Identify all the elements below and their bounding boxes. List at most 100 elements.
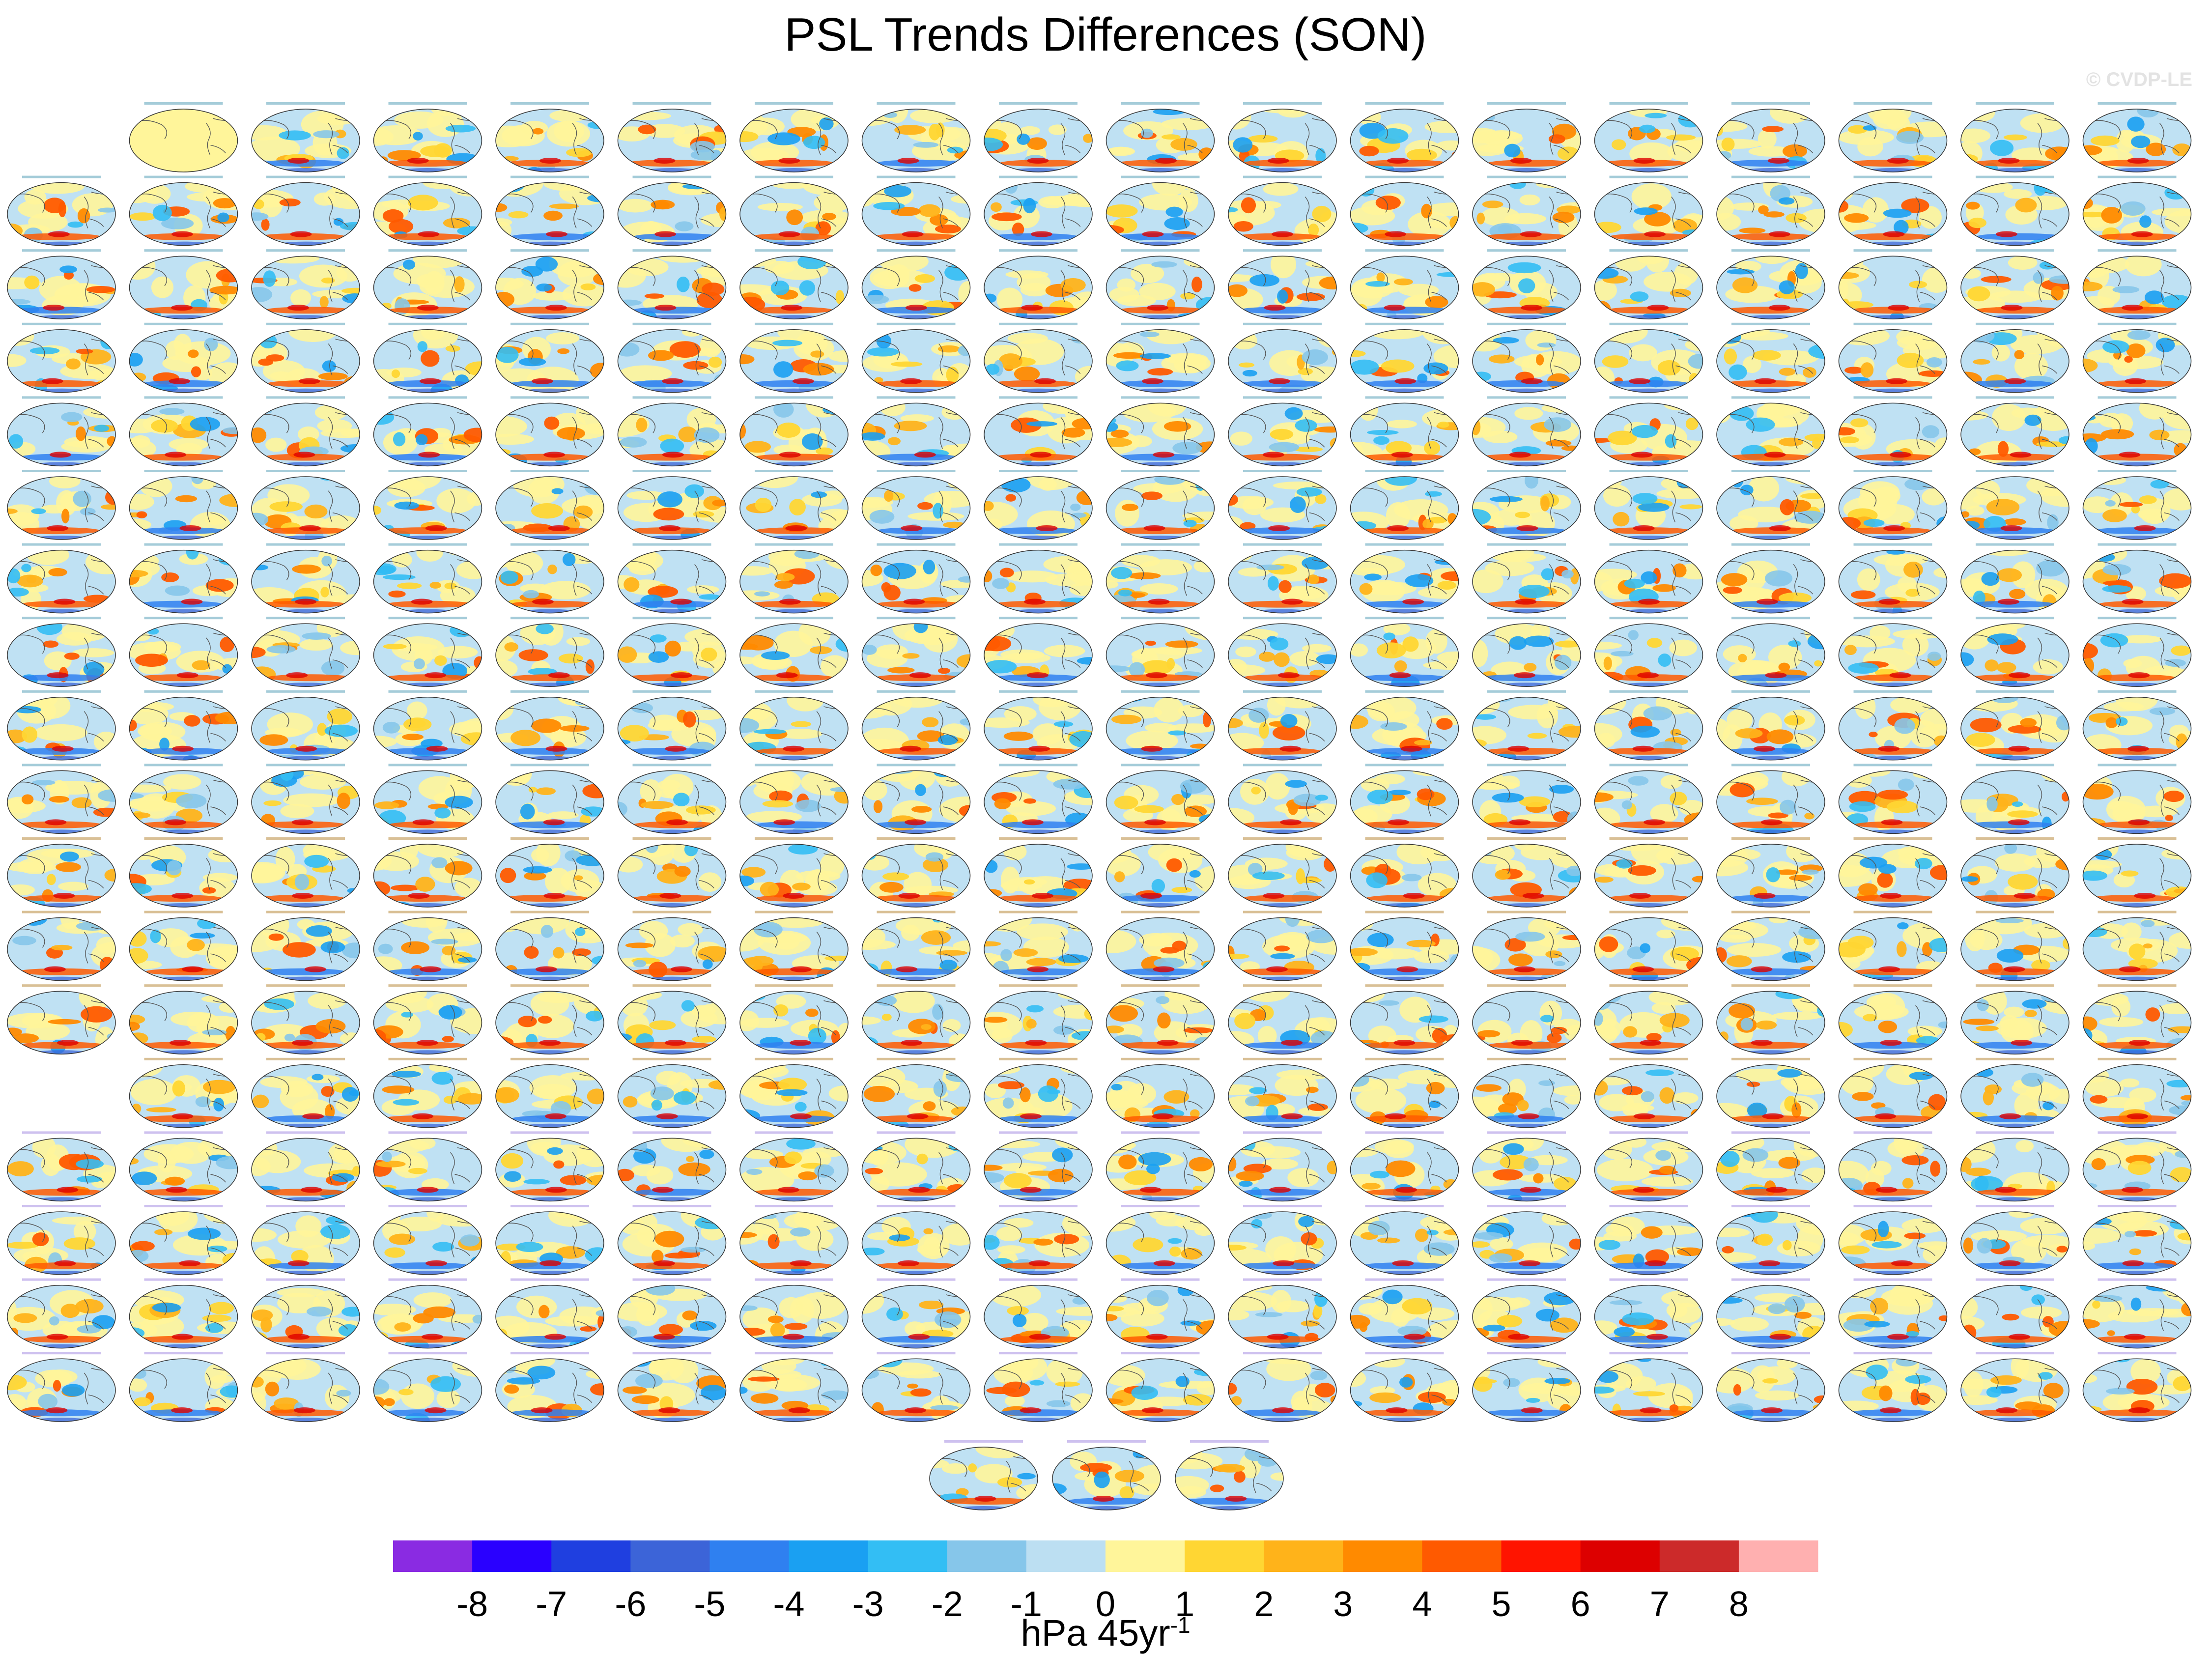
map-panel xyxy=(1838,1278,1948,1349)
map-panel xyxy=(1106,396,1215,467)
map-panel xyxy=(1472,396,1581,467)
colorbar-tick-label: -6 xyxy=(615,1585,646,1624)
map-panel xyxy=(1472,1057,1581,1128)
colorbar-tick-label: -7 xyxy=(536,1585,567,1624)
map-panel xyxy=(1472,1352,1581,1422)
colorbar-units-base: hPa 45yr xyxy=(1020,1612,1170,1654)
colorbar-box xyxy=(1422,1540,1502,1572)
map-panel xyxy=(251,617,360,687)
map-panel xyxy=(1350,543,1459,614)
map-panel xyxy=(1106,543,1215,614)
map-panel xyxy=(984,1352,1093,1422)
map-panel xyxy=(984,470,1093,540)
map-panel xyxy=(861,322,971,393)
map-panel xyxy=(617,470,727,540)
colorbar-tick-label: 2 xyxy=(1254,1585,1274,1624)
colorbar-tick-label: 5 xyxy=(1492,1585,1511,1624)
map-panel xyxy=(1594,396,1703,467)
map-panel xyxy=(739,984,849,1054)
colorbar-tick-label: 3 xyxy=(1333,1585,1353,1624)
map-panel xyxy=(2082,984,2192,1054)
colorbar-box xyxy=(1264,1540,1343,1572)
colorbar-box xyxy=(1343,1540,1422,1572)
map-panel xyxy=(1350,617,1459,687)
map-panel xyxy=(1228,322,1337,393)
map-panel xyxy=(1594,1205,1703,1275)
map-panel xyxy=(1106,249,1215,319)
page-title: PSL Trends Differences (SON) xyxy=(784,8,1427,61)
map-panel xyxy=(373,1205,482,1275)
map-panel xyxy=(617,543,727,614)
map-panel xyxy=(129,543,238,614)
map-panel xyxy=(617,249,727,319)
colorbar-tick-label: 4 xyxy=(1412,1585,1432,1624)
colorbar-units: hPa 45yr-1 xyxy=(0,1612,2211,1654)
colorbar-box xyxy=(630,1540,710,1572)
colorbar-box xyxy=(1501,1540,1581,1572)
map-panel xyxy=(739,690,849,761)
map-panel xyxy=(1838,102,1948,172)
colorbar-tick-label: 6 xyxy=(1571,1585,1590,1624)
map-panel xyxy=(1838,396,1948,467)
colorbar-box xyxy=(868,1540,948,1572)
colorbar-box xyxy=(1580,1540,1660,1572)
map-panel xyxy=(2082,617,2192,687)
map-panel xyxy=(1960,690,2069,761)
map-panel xyxy=(1716,911,1825,981)
map-panel xyxy=(7,249,116,319)
map-panel xyxy=(739,1131,849,1202)
map-panel xyxy=(1594,322,1703,393)
map-panel xyxy=(1350,102,1459,172)
colorbar-box xyxy=(1738,1540,1818,1572)
map-panel xyxy=(984,102,1093,172)
map-panel xyxy=(861,617,971,687)
map-panel xyxy=(1960,470,2069,540)
map-panel xyxy=(861,470,971,540)
map-panel xyxy=(1228,764,1337,834)
map-panel xyxy=(2082,249,2192,319)
map-panel xyxy=(1594,984,1703,1054)
map-panel xyxy=(1106,837,1215,908)
map-panel xyxy=(2082,690,2192,761)
colorbar-tick-label: -4 xyxy=(773,1585,805,1624)
map-panel xyxy=(1052,1440,1161,1510)
map-panel xyxy=(373,102,482,172)
map-panel xyxy=(129,396,238,467)
map-panel xyxy=(617,1057,727,1128)
map-panel xyxy=(373,690,482,761)
map-panel xyxy=(251,396,360,467)
colorbar-box xyxy=(1026,1540,1106,1572)
colorbar-box xyxy=(709,1540,790,1572)
map-panel xyxy=(7,1278,116,1349)
map-panel xyxy=(984,175,1093,246)
map-panel xyxy=(1716,543,1825,614)
map-panel xyxy=(1716,1057,1825,1128)
map-panel xyxy=(1594,837,1703,908)
map-panel xyxy=(617,617,727,687)
map-panel xyxy=(1472,690,1581,761)
colorbar-box xyxy=(472,1540,552,1572)
map-panel xyxy=(1472,617,1581,687)
colorbar-tick-label: 8 xyxy=(1729,1585,1749,1624)
map-panel xyxy=(129,617,238,687)
colorbar-tick-label: -5 xyxy=(694,1585,725,1624)
colorbar-box xyxy=(1106,1540,1185,1572)
colorbar-box xyxy=(1659,1540,1739,1572)
map-panel xyxy=(2082,175,2192,246)
map-panel xyxy=(1716,102,1825,172)
map-panel xyxy=(251,102,360,172)
watermark-text: © CVDP-LE xyxy=(2086,69,2192,90)
map-panel xyxy=(7,322,116,393)
map-panel xyxy=(1228,1205,1337,1275)
colorbar-units-exponent: -1 xyxy=(1170,1612,1191,1638)
colorbar-tick-label: -1 xyxy=(1011,1585,1042,1624)
map-panel xyxy=(1350,837,1459,908)
map-panel xyxy=(7,837,116,908)
map-panel xyxy=(1472,984,1581,1054)
map-panel xyxy=(617,1131,727,1202)
colorbar-box xyxy=(393,1540,473,1572)
colorbar-tick-label: 1 xyxy=(1175,1585,1194,1624)
map-panel xyxy=(861,1057,971,1128)
